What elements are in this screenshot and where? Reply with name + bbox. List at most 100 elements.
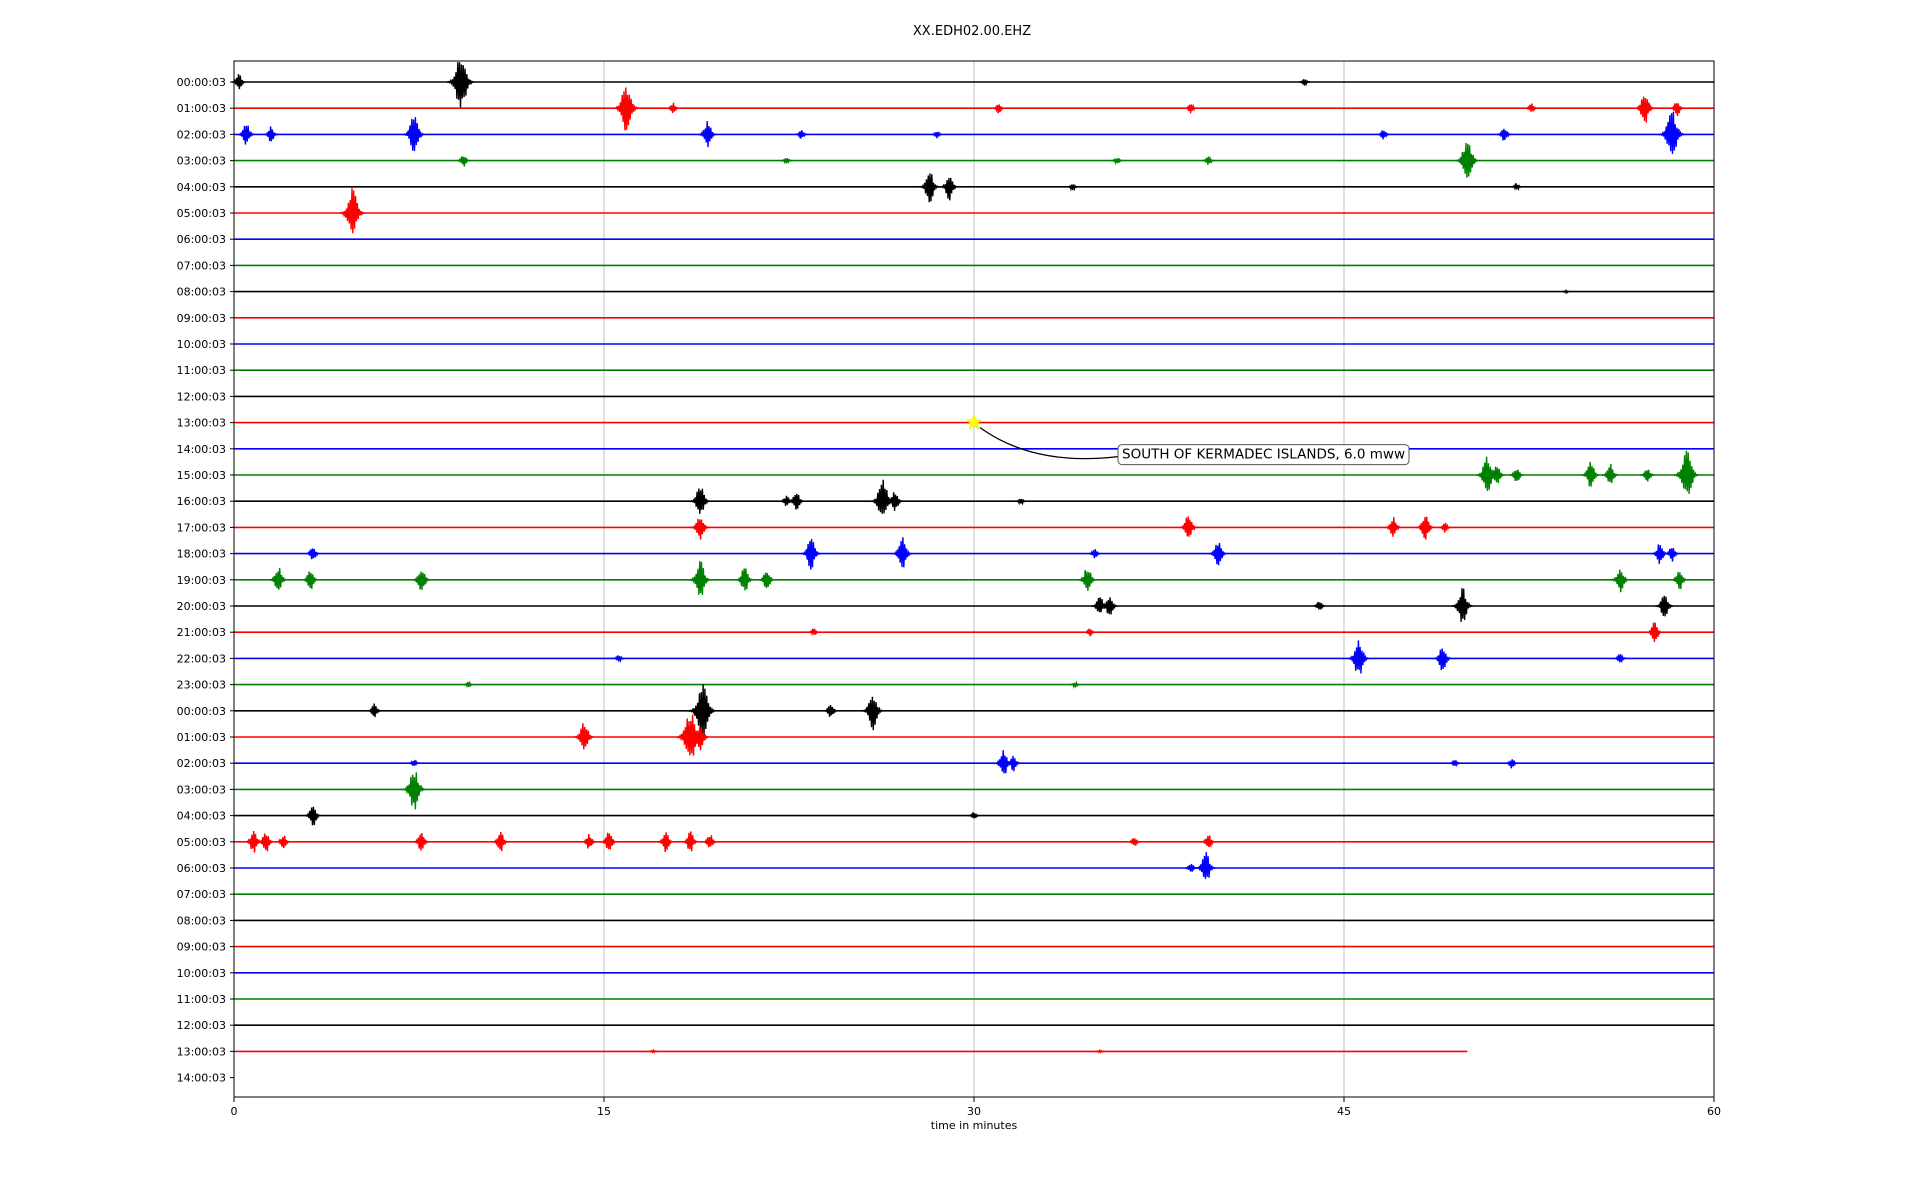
trace-burst <box>1449 760 1461 768</box>
trace-burst <box>1669 103 1684 117</box>
x-tick-label-60: 60 <box>1707 1105 1721 1118</box>
trace-burst <box>781 158 792 165</box>
trace-burst <box>1078 569 1097 591</box>
trace-burst <box>1433 648 1452 671</box>
row-label: 02:00:03 <box>177 128 226 141</box>
trace-burst <box>682 831 699 852</box>
row-label: 14:00:03 <box>177 443 226 456</box>
row-label: 23:00:03 <box>177 679 226 692</box>
trace-burst <box>1202 156 1215 165</box>
row-label: 13:00:03 <box>177 417 226 430</box>
row-label: 11:00:03 <box>177 364 226 377</box>
trace-burst <box>258 833 274 852</box>
row-label: 03:00:03 <box>177 783 226 796</box>
trace-burst <box>992 104 1005 114</box>
trace-burst <box>1209 542 1227 566</box>
trace-burst <box>1377 130 1390 140</box>
trace-burst <box>690 488 710 514</box>
trace-burst <box>413 832 430 851</box>
x-axis-ticks: 0 15 30 45 60 <box>231 1097 1721 1118</box>
row-label: 09:00:03 <box>177 312 226 325</box>
x-tick-label-0: 0 <box>231 1105 238 1118</box>
trace-burst <box>403 117 425 151</box>
trace-burst <box>824 704 838 717</box>
trace-burst <box>1640 469 1655 482</box>
trace-burst <box>1581 461 1600 487</box>
trace-burst <box>689 560 711 595</box>
trace-burst <box>1647 622 1663 643</box>
trace-burst <box>1614 654 1627 663</box>
trace-burst <box>691 726 709 751</box>
trace-burst <box>302 571 319 589</box>
trace-burst <box>1496 128 1512 141</box>
trace-burst <box>1634 96 1655 123</box>
trace-burst <box>703 835 717 848</box>
trace-burst <box>492 831 509 852</box>
row-label: 01:00:03 <box>177 102 226 115</box>
row-label: 00:00:03 <box>177 705 226 718</box>
trace-burst <box>412 571 431 590</box>
row-label: 06:00:03 <box>177 233 226 246</box>
trace-burst <box>648 1048 658 1054</box>
trace-burst <box>613 655 625 664</box>
trace-burst <box>691 518 709 540</box>
trace-burst <box>931 131 943 139</box>
row-label: 21:00:03 <box>177 626 226 639</box>
trace-burst <box>1511 183 1523 192</box>
trace-burst <box>698 121 717 148</box>
trace-burst <box>1674 450 1700 494</box>
trace-burst <box>275 835 291 849</box>
trace-burst <box>1671 572 1688 590</box>
trace-burst <box>402 772 426 810</box>
trace-burst <box>463 680 474 689</box>
trace-burst <box>758 572 775 589</box>
trace-burst <box>1455 142 1479 178</box>
trace-burst <box>1561 288 1571 295</box>
trace-burst <box>1095 1048 1105 1054</box>
row-label: 05:00:03 <box>177 836 226 849</box>
trace-burst <box>1185 863 1198 872</box>
trace-burst <box>1505 759 1518 769</box>
x-tick-label-15: 15 <box>597 1105 611 1118</box>
trace-burst <box>788 493 805 510</box>
trace-burst <box>600 832 617 850</box>
trace-burst <box>305 806 321 826</box>
event-label: SOUTH OF KERMADEC ISLANDS, 6.0 mww <box>1122 447 1405 463</box>
row-label: 02:00:03 <box>177 757 226 770</box>
trace-burst <box>861 696 884 731</box>
x-tick-label-30: 30 <box>967 1105 981 1118</box>
trace-burst <box>1416 516 1435 540</box>
trace-burst <box>574 723 594 750</box>
trace-burst <box>892 537 913 568</box>
trace-burst <box>1451 588 1473 622</box>
trace-burst <box>447 62 475 108</box>
trace-burst <box>886 492 903 511</box>
trace-burst <box>1067 184 1079 192</box>
trace-burst <box>808 628 820 637</box>
row-label: 16:00:03 <box>177 495 226 508</box>
trace-burst <box>1602 464 1619 484</box>
row-label: 13:00:03 <box>177 1045 226 1058</box>
trace-burst <box>1488 466 1505 484</box>
row-label: 12:00:03 <box>177 1019 226 1032</box>
trace-burst <box>940 177 959 201</box>
trace-burst <box>264 126 278 142</box>
x-tick-label-45: 45 <box>1337 1105 1351 1118</box>
event-connector <box>979 427 1119 460</box>
trace-burst <box>1347 640 1370 674</box>
trace-burst <box>1655 595 1674 617</box>
trace-burst <box>1651 544 1668 564</box>
row-label: 22:00:03 <box>177 652 226 665</box>
trace-burst <box>1525 103 1538 112</box>
trace-burst <box>801 538 821 570</box>
row-label: 18:00:03 <box>177 548 226 561</box>
trace-burst <box>1385 517 1402 537</box>
row-label: 06:00:03 <box>177 862 226 875</box>
trace-burst <box>1084 628 1096 637</box>
trace-burst <box>1659 111 1685 154</box>
row-label: 03:00:03 <box>177 155 226 168</box>
x-axis-label: time in minutes <box>931 1119 1018 1132</box>
trace-burst <box>1299 79 1310 87</box>
trace-rows <box>231 62 1714 1054</box>
row-label: 12:00:03 <box>177 390 226 403</box>
